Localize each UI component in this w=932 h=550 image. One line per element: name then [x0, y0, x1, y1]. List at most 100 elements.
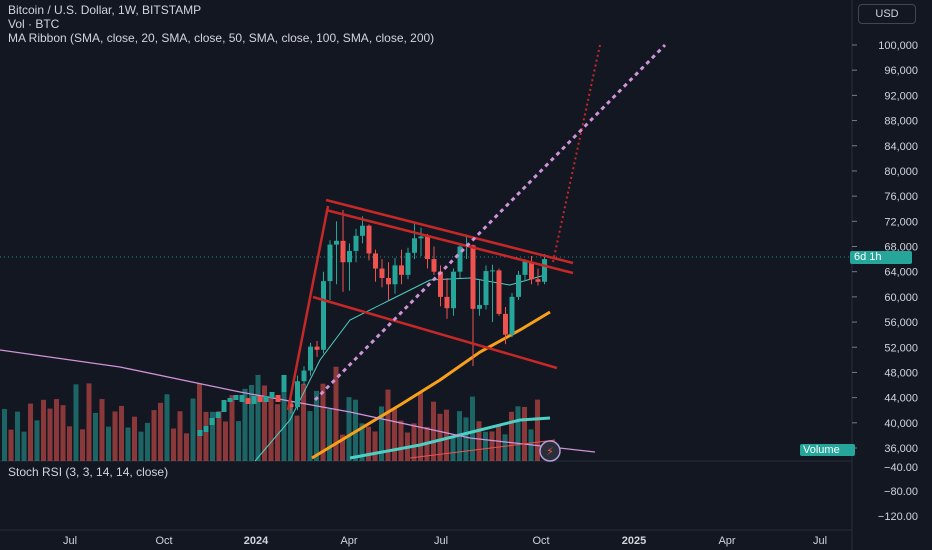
volume-bar: [249, 385, 254, 461]
volume-bar: [190, 398, 196, 461]
volume-bar: [47, 408, 53, 461]
channel-upper-line-2: [325, 208, 574, 275]
volume-bar: [54, 399, 59, 461]
candle-body: [314, 346, 320, 350]
stoch-tick-label: −80.00: [884, 486, 918, 498]
candle-body: [366, 225, 372, 254]
volume-bar: [236, 421, 241, 461]
volume-bar: [320, 383, 326, 461]
symbol-legend[interactable]: Bitcoin / U.S. Dollar, 1W, BITSTAMP: [8, 3, 202, 17]
stoch-rsi-legend[interactable]: Stoch RSI (3, 3, 14, 14, close): [8, 465, 169, 479]
volume-bar: [333, 366, 339, 461]
volume-bar: [216, 411, 222, 461]
volume-bar: [437, 413, 443, 461]
volume-legend[interactable]: Vol · BTC: [8, 17, 60, 31]
candle-body: [431, 259, 437, 272]
channel-lower-line: [312, 295, 558, 370]
candle-body: [245, 398, 251, 404]
volume-bar: [515, 406, 521, 461]
candle-body: [301, 370, 307, 382]
ma-red-line: [409, 439, 556, 459]
volume-bar: [470, 396, 475, 461]
volume-bar: [229, 395, 235, 461]
volume-bar: [158, 402, 163, 461]
trend-drawings: ⚡: [286, 43, 667, 462]
time-axis: Jul Oct 2024 Apr Jul Oct 2025 Apr Jul: [63, 535, 827, 547]
stoch-axis: −40.00 −80.00 −120.00: [878, 462, 918, 523]
volume-bar: [444, 409, 449, 461]
volume-bar: [119, 405, 124, 461]
candle-body: [221, 400, 227, 412]
volume-bar: [8, 429, 14, 461]
candle-body: [340, 240, 346, 263]
price-tick-label: 56,000: [884, 317, 918, 329]
volume-bar: [99, 399, 105, 461]
candle-body: [496, 270, 502, 314]
volume-bar: [2, 409, 7, 461]
volume-bar: [450, 435, 456, 461]
volume-bar: [476, 421, 482, 461]
volume-bar: [288, 401, 293, 461]
currency-button[interactable]: USD: [858, 4, 916, 24]
price-tick-label: 72,000: [884, 216, 918, 228]
time-tick-label: Jul: [813, 535, 827, 547]
volume-bar: [125, 427, 131, 461]
price-countdown-tag: 6d 1h: [850, 251, 912, 264]
candle-body: [281, 375, 287, 392]
volume-bar: [210, 411, 215, 461]
time-tick-label: Jul: [434, 535, 448, 547]
stoch-tick-label: −40.00: [884, 462, 918, 474]
candle-body: [347, 250, 352, 263]
candle-body: [386, 277, 391, 285]
flagpole-line: [286, 205, 330, 411]
ma-200-line: [311, 310, 551, 460]
candle-body: [263, 396, 269, 402]
price-tick-label: 68,000: [884, 242, 918, 254]
candle-body: [399, 265, 404, 275]
volume-bar: [496, 425, 501, 461]
candle-body: [288, 403, 294, 408]
volume-bar: [307, 411, 313, 461]
candle-body: [334, 240, 339, 245]
candle-body: [529, 261, 534, 280]
time-tick-label: Apr: [340, 535, 357, 547]
candle-body: [353, 235, 359, 251]
volume-bar: [366, 426, 371, 461]
candle-body: [405, 252, 411, 275]
lightning-icon: ⚡: [546, 445, 554, 458]
volume-tag: Volume: [800, 444, 855, 456]
volume-bar: [431, 401, 436, 461]
volume-bar: [145, 422, 150, 461]
price-tick-label: 36,000: [884, 443, 918, 455]
ma-ribbon-legend[interactable]: MA Ribbon (SMA, close, 20, SMA, close, 5…: [8, 31, 435, 45]
volume-bar: [242, 388, 248, 461]
volume-bar: [483, 431, 488, 461]
candle-body: [451, 271, 456, 309]
candle-body: [215, 412, 221, 418]
candle-body: [233, 395, 239, 400]
price-tick-label: 96,000: [884, 65, 918, 77]
candle-body: [257, 396, 263, 402]
candle-body: [227, 398, 233, 402]
candle-body: [483, 271, 489, 306]
channel-upper-line: [325, 198, 574, 265]
candle-body: [418, 236, 424, 239]
price-tick-label: 44,000: [884, 393, 918, 405]
volume-bar: [340, 434, 345, 461]
price-tick-label: 40,000: [884, 418, 918, 430]
time-tick-label: 2024: [244, 535, 269, 547]
candle-body: [470, 245, 476, 309]
volume-bar: [86, 383, 92, 461]
volume-bar: [132, 416, 137, 461]
volume-bar: [255, 374, 261, 461]
volume-bar: [372, 431, 378, 461]
volume-bar: [379, 406, 384, 461]
volume-bar: [522, 406, 527, 461]
volume-bar: [509, 411, 514, 461]
volume-bar: [489, 431, 495, 461]
volume-bar: [385, 389, 391, 461]
volume-bar: [34, 420, 40, 461]
candle-body: [516, 274, 521, 297]
event-icon: [539, 440, 561, 462]
